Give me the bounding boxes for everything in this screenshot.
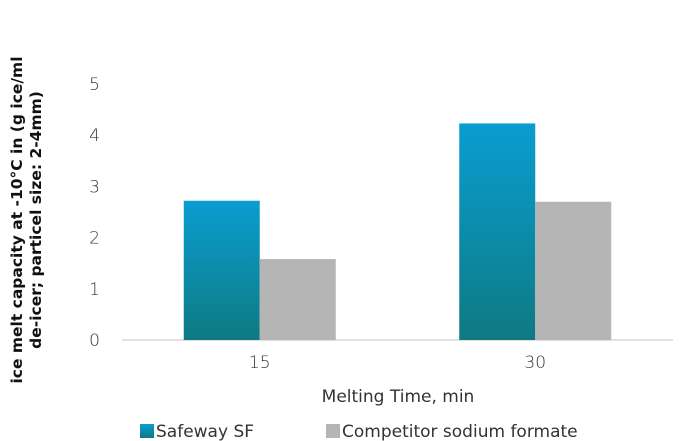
bar-competitor-30 <box>535 201 612 340</box>
legend: Safeway SF Competitor sodium formate <box>140 422 578 441</box>
bar-competitor-15 <box>259 259 336 340</box>
x-tick-labels: 15 30 <box>249 353 546 373</box>
legend-item-safeway-sf: Safeway SF <box>140 422 254 441</box>
x-axis-title: Melting Time, min <box>322 387 475 407</box>
bar-safeway-sf-15 <box>183 200 260 340</box>
y-axis-title-line-2: de-icer; particel size: 2-4mm) <box>27 91 45 349</box>
bar-safeway-sf-30 <box>459 123 536 340</box>
bars <box>183 123 612 340</box>
y-tick-label: 5 <box>89 75 100 95</box>
y-tick-label: 4 <box>89 126 100 146</box>
legend-label: Safeway SF <box>156 422 254 441</box>
legend-item-competitor: Competitor sodium formate <box>326 422 578 441</box>
y-tick-label: 1 <box>89 280 100 300</box>
y-tick-labels: 0 1 2 3 4 5 <box>89 75 100 351</box>
y-axis-title-line-1: ice melt capacity at -10°C in (g ice/ml <box>8 56 26 383</box>
legend-swatch <box>326 424 340 438</box>
legend-label: Competitor sodium formate <box>342 422 578 441</box>
y-tick-label: 2 <box>89 229 100 249</box>
legend-swatch <box>140 424 154 438</box>
y-axis-title: ice melt capacity at -10°C in (g ice/ml … <box>8 56 45 383</box>
x-tick-label: 30 <box>524 353 546 373</box>
y-tick-label: 3 <box>89 177 100 197</box>
x-tick-label: 15 <box>249 353 271 373</box>
y-tick-label: 0 <box>89 331 100 351</box>
